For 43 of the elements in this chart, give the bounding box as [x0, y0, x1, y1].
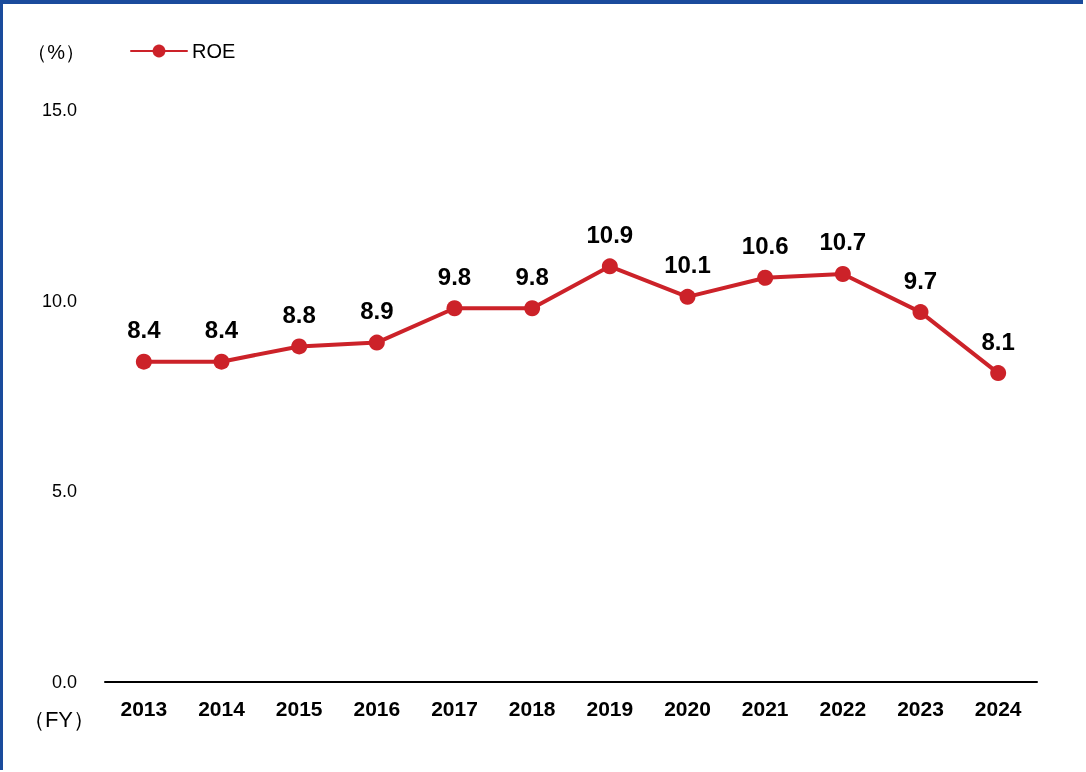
point — [524, 300, 541, 317]
data-label: 8.8 — [282, 300, 316, 328]
y-tick-label: 10.0 — [41, 290, 77, 311]
point — [912, 304, 929, 321]
x-tick-label: 2021 — [741, 697, 789, 720]
data-label: 10.9 — [586, 220, 634, 248]
y-tick-label: 0.0 — [51, 672, 77, 692]
x-tick-label: 2015 — [275, 697, 323, 720]
x-tick-label: 2017 — [431, 697, 478, 720]
x-tick-label: 2016 — [353, 697, 401, 720]
legend-label: ROE — [192, 40, 236, 62]
point — [990, 365, 1007, 382]
x-tick-label: 2020 — [664, 697, 711, 720]
y-tick-label: 15.0 — [41, 100, 77, 120]
y-axis-title: （%） — [27, 41, 85, 63]
point — [834, 265, 851, 282]
y-tick-label: 5.0 — [51, 481, 77, 502]
point — [601, 258, 618, 275]
point — [446, 300, 463, 317]
data-label: 9.7 — [903, 266, 938, 294]
data-label: 10.6 — [741, 232, 789, 260]
point — [135, 353, 152, 370]
data-label: 9.8 — [515, 262, 549, 290]
data-label: 8.4 — [127, 316, 162, 344]
data-label: 8.1 — [981, 327, 1015, 355]
point — [213, 353, 230, 370]
point — [757, 269, 774, 286]
data-label: 10.1 — [664, 251, 711, 279]
x-tick-label: 2018 — [508, 697, 556, 720]
x-tick-label: 2019 — [586, 697, 634, 720]
point — [291, 338, 308, 355]
data-label: 10.7 — [819, 228, 867, 256]
point — [368, 334, 385, 351]
data-label: 8.4 — [204, 316, 239, 344]
x-tick-label: 2023 — [897, 697, 944, 720]
point — [679, 288, 696, 305]
x-tick-label: 2013 — [120, 697, 168, 720]
data-label: 9.8 — [437, 262, 472, 290]
data-label: 8.9 — [360, 297, 394, 325]
x-axis-title: （FY） — [22, 706, 95, 732]
x-tick-label: 2024 — [974, 697, 1022, 720]
x-tick-label: 2014 — [198, 697, 246, 720]
x-tick-label: 2022 — [819, 697, 867, 720]
